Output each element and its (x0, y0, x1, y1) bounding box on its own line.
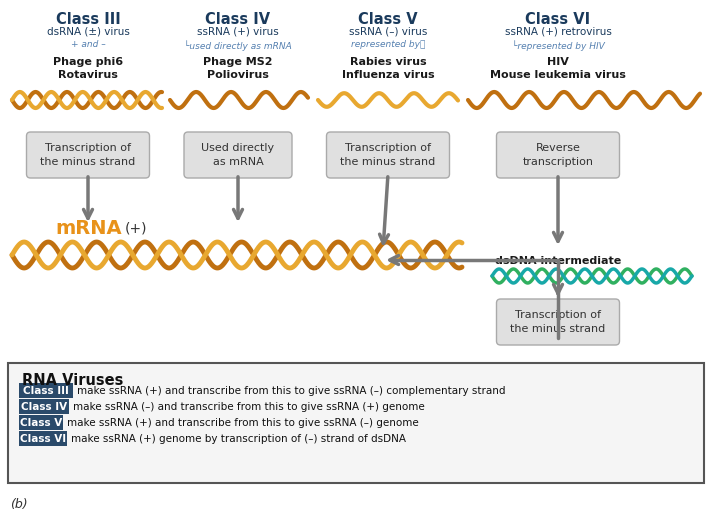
FancyBboxPatch shape (19, 431, 67, 446)
Text: ssRNA (–) virus: ssRNA (–) virus (349, 27, 427, 37)
Text: Transcription of
the minus strand: Transcription of the minus strand (41, 143, 135, 167)
Text: Reverse
transcription: Reverse transcription (523, 143, 594, 167)
FancyBboxPatch shape (26, 132, 150, 178)
Text: ssRNA (+) retrovirus: ssRNA (+) retrovirus (505, 27, 612, 37)
FancyBboxPatch shape (8, 363, 704, 483)
Text: Rabies virus: Rabies virus (350, 57, 426, 67)
Text: represented by⤵: represented by⤵ (351, 40, 425, 49)
Text: Influenza virus: Influenza virus (342, 70, 434, 80)
Text: Class VI: Class VI (525, 12, 590, 27)
Text: Class IV: Class IV (21, 402, 67, 412)
Text: Class III: Class III (56, 12, 120, 27)
Text: RNA Viruses: RNA Viruses (22, 373, 123, 388)
FancyBboxPatch shape (496, 299, 619, 345)
FancyBboxPatch shape (19, 415, 63, 430)
Text: Poliovirus: Poliovirus (207, 70, 269, 80)
Text: + and –: + and – (70, 40, 105, 49)
Text: make ssRNA (+) and transcribe from this to give ssRNA (–) genome: make ssRNA (+) and transcribe from this … (67, 418, 419, 428)
Text: Class III: Class III (23, 386, 69, 396)
Text: Transcription of
the minus strand: Transcription of the minus strand (511, 310, 606, 334)
Text: (b): (b) (10, 498, 28, 511)
Text: Class VI: Class VI (20, 434, 66, 444)
Text: make ssRNA (+) genome by transcription of (–) strand of dsDNA: make ssRNA (+) genome by transcription o… (71, 434, 406, 444)
Text: Mouse leukemia virus: Mouse leukemia virus (490, 70, 626, 80)
Text: dsDNA intermediate: dsDNA intermediate (495, 256, 621, 266)
Text: mRNA: mRNA (55, 219, 122, 237)
Text: Phage MS2: Phage MS2 (203, 57, 273, 67)
Text: ssRNA (+) virus: ssRNA (+) virus (197, 27, 279, 37)
FancyBboxPatch shape (184, 132, 292, 178)
FancyBboxPatch shape (496, 132, 619, 178)
Text: (+): (+) (125, 221, 147, 235)
Text: Class V: Class V (358, 12, 418, 27)
Text: Class V: Class V (20, 418, 62, 428)
Text: Class IV: Class IV (206, 12, 271, 27)
Text: dsRNA (±) virus: dsRNA (±) virus (46, 27, 130, 37)
Text: Transcription of
the minus strand: Transcription of the minus strand (340, 143, 436, 167)
Text: Used directly
as mRNA: Used directly as mRNA (201, 143, 275, 167)
Text: Phage phi6: Phage phi6 (53, 57, 123, 67)
Text: make ssRNA (–) and transcribe from this to give ssRNA (+) genome: make ssRNA (–) and transcribe from this … (73, 402, 425, 412)
Text: └used directly as mRNA: └used directly as mRNA (184, 40, 292, 51)
Text: make ssRNA (+) and transcribe from this to give ssRNA (–) complementary strand: make ssRNA (+) and transcribe from this … (77, 386, 506, 396)
FancyBboxPatch shape (19, 399, 69, 414)
FancyBboxPatch shape (19, 383, 73, 398)
Text: └represented by HIV: └represented by HIV (512, 40, 604, 51)
FancyBboxPatch shape (327, 132, 449, 178)
Text: Rotavirus: Rotavirus (58, 70, 118, 80)
Text: HIV: HIV (547, 57, 569, 67)
